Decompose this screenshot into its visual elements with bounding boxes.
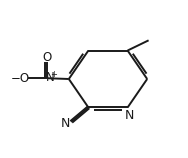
Text: N: N [46, 71, 55, 84]
Text: N: N [61, 117, 70, 130]
Text: −O: −O [10, 72, 30, 85]
Text: +: + [50, 70, 57, 79]
Text: O: O [43, 51, 52, 64]
Text: N: N [124, 109, 134, 122]
